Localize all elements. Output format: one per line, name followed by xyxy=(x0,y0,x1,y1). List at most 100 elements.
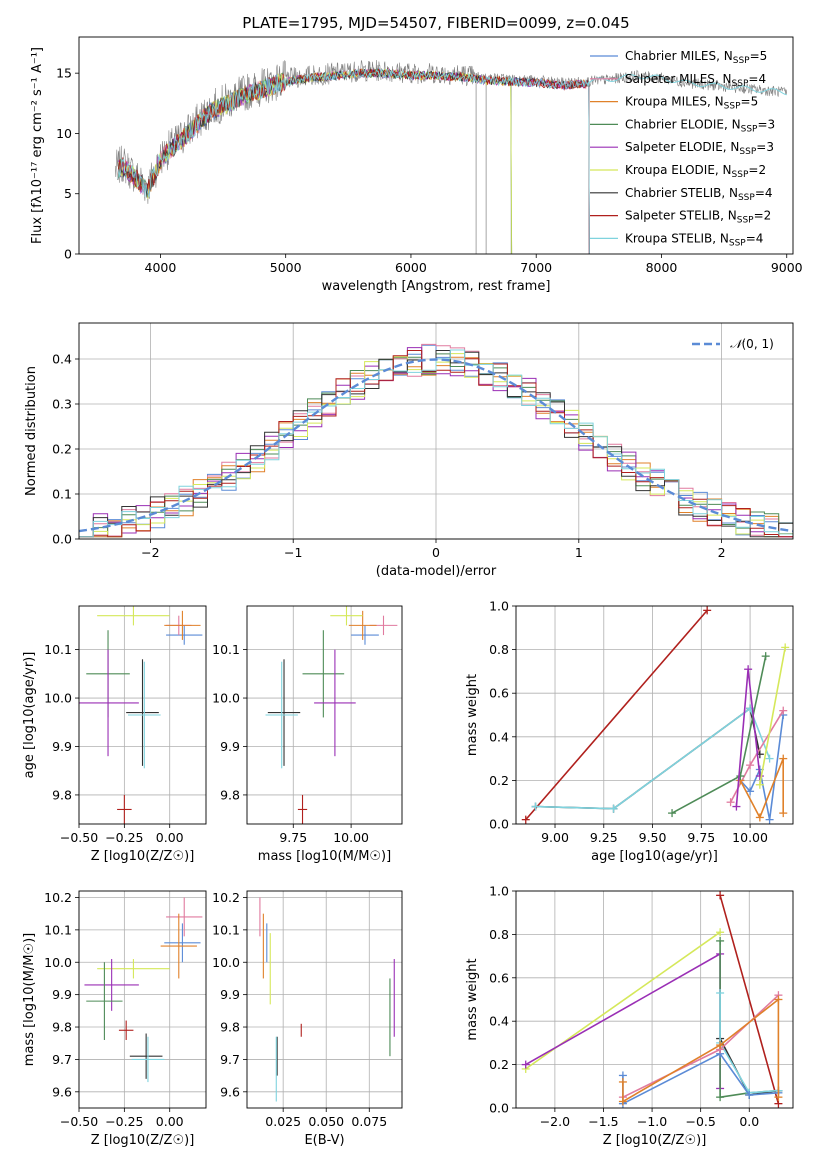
spectrum-frame xyxy=(78,36,794,255)
weight-marker-chabrier_elodie xyxy=(716,936,725,945)
weight-marker-kroupa_stelib xyxy=(765,754,774,763)
weight_vs_age-plot-area xyxy=(521,606,790,824)
weight-marker-kroupa_miles xyxy=(779,754,788,763)
weight-marker-kroupa_miles xyxy=(774,1093,783,1102)
weight_vs_age-axes: 9.00 9.25 9.50 9.75 10.00 0.0 0.2 0.4 0.6 0.8 1.0 a… xyxy=(465,599,794,864)
x-tick-label: 5000 xyxy=(270,260,302,275)
legend-value: =4 xyxy=(755,186,773,200)
y-tick-label: 0.2 xyxy=(52,442,72,457)
legend-text: Salpeter ELODIE, N xyxy=(625,140,739,154)
errorbar-chabrier_miles xyxy=(351,625,379,645)
residuals-plot-area xyxy=(79,343,793,538)
mass_vs_ebv-axes: 0.025 0.050 0.075 9.6 9.7 9.8 9.9 10.0 10.1 10.2 E… xyxy=(212,890,403,1148)
errorbar-salpeter_elodie xyxy=(84,959,139,1011)
y-tick-label: 0.8 xyxy=(489,927,509,942)
legend-subscript: SSP xyxy=(729,238,746,248)
errorbar-chabrier_miles xyxy=(164,923,201,963)
x-axis-label: age [log10(age/yr)] xyxy=(591,849,718,864)
y-axis-label: mass weight xyxy=(465,958,480,1040)
y-axis-label: mass [log10(M/M☉)] xyxy=(22,933,37,1066)
legend-label-kroupa_miles: Kroupa MILES, NSSP=5 xyxy=(625,95,758,112)
weight-marker-salpeter_miles xyxy=(779,706,788,715)
y-tick-label: 9.6 xyxy=(52,1084,72,1099)
legend-label-chabrier_stelib: Chabrier STELIB, NSSP=4 xyxy=(625,186,773,203)
weight_vs_Z-plot-area xyxy=(521,891,783,1108)
y-tick-label: 0.6 xyxy=(489,970,509,985)
mass_vs_ebv-grid xyxy=(247,891,402,1108)
x-tick-label: 4000 xyxy=(145,260,177,275)
observed-spectrum xyxy=(115,59,787,204)
y-axis-label: age [log10(age/yr)] xyxy=(22,652,37,779)
y-tick-label: 9.8 xyxy=(52,787,72,802)
x-tick-label: 8000 xyxy=(646,260,678,275)
legend-label-salpeter_elodie: Salpeter ELODIE, NSSP=3 xyxy=(625,140,774,157)
weight-marker-chabrier_elodie xyxy=(668,809,677,818)
x-axis-label: Z [log10(Z/Z☉)] xyxy=(91,1133,195,1148)
x-tick-label: 9.00 xyxy=(541,830,569,845)
spectrum-axes: 4000 5000 6000 7000 8000 9000 0 5 10 15 wavelength… xyxy=(30,36,803,294)
model-kroupa_stelib xyxy=(117,68,590,254)
y-tick-label: 10.2 xyxy=(44,890,72,905)
x-tick-label: −0.50 xyxy=(60,830,98,845)
errorbar-kroupa_stelib xyxy=(131,1036,165,1083)
legend-text: Chabrier STELIB, N xyxy=(625,186,738,200)
y-tick-label: 0.8 xyxy=(489,642,509,657)
errorbar-kroupa_stelib xyxy=(265,661,298,769)
weight-marker-salpeter_stelib xyxy=(716,891,725,900)
spectrum-plot-area xyxy=(115,59,787,254)
legend-subscript: SSP xyxy=(732,79,749,89)
y-axis-label: mass weight xyxy=(465,674,480,756)
errorbar-salpeter_miles xyxy=(166,897,203,937)
y-tick-label: 0.1 xyxy=(52,487,72,502)
y-tick-label: 9.8 xyxy=(220,1020,240,1035)
legend-label-chabrier_elodie: Chabrier ELODIE, NSSP=3 xyxy=(625,117,775,134)
x-axis-label: mass [log10(M/M☉)] xyxy=(258,849,391,864)
x-tick-label: −1.5 xyxy=(588,1114,618,1129)
legend-text: Kroupa ELODIE, N xyxy=(625,163,732,177)
x-tick-label: −2 xyxy=(141,545,159,560)
age_vs_mass-grid xyxy=(247,606,402,824)
weight-marker-salpeter_elodie xyxy=(732,802,741,811)
age_vs_mass-plot-area xyxy=(265,606,398,824)
legend-text: Kroupa MILES, N xyxy=(625,95,724,109)
errorbar-salpeter_elodie xyxy=(79,649,139,757)
legend-label-salpeter_stelib: Salpeter STELIB, NSSP=2 xyxy=(625,209,771,226)
y-tick-label: 9.8 xyxy=(52,1020,72,1035)
weight-marker-kroupa_elodie xyxy=(781,643,790,652)
chart-title: PLATE=1795, MJD=54507, FIBERID=0099, z=0… xyxy=(242,14,629,32)
x-tick-label: −0.50 xyxy=(60,1114,98,1129)
weight-line-kroupa_elodie xyxy=(759,647,786,785)
x-tick-label: 7000 xyxy=(520,260,552,275)
y-tick-label: 0.2 xyxy=(489,1057,509,1072)
x-tick-label: −0.25 xyxy=(105,830,143,845)
y-axis-label: Flux [fλ10⁻¹⁷ erg cm⁻² s⁻¹ A⁻¹] xyxy=(30,47,45,244)
legend-value: =2 xyxy=(754,209,772,223)
weight-line-kroupa_miles xyxy=(739,758,785,820)
x-tick-label: 0 xyxy=(432,545,440,560)
y-tick-label: 10.0 xyxy=(212,691,240,706)
x-axis-label: E(B-V) xyxy=(304,1133,344,1148)
weight-line-kroupa_stelib xyxy=(535,707,771,810)
weight-marker-salpeter_stelib xyxy=(703,606,712,615)
legend-symbol: 𝒩 xyxy=(730,337,745,351)
weight-marker-kroupa_miles xyxy=(716,1041,725,1050)
y-tick-label: 9.9 xyxy=(220,739,240,754)
legend-subscript: SSP xyxy=(738,193,755,203)
legend-value: =5 xyxy=(750,49,768,63)
weight-marker-kroupa_elodie xyxy=(716,928,725,937)
legend-label-normal: 𝒩(0, 1) xyxy=(730,337,774,351)
weight-marker-kroupa_miles xyxy=(779,809,788,818)
legend-label-salpeter_miles: Salpeter MILES, NSSP=4 xyxy=(625,72,766,89)
legend-text: Salpeter MILES, N xyxy=(625,72,732,86)
x-tick-label: 9.75 xyxy=(687,830,715,845)
x-axis-label: (data-model)/error xyxy=(376,564,497,579)
y-tick-label: 10.1 xyxy=(44,922,72,937)
age_vs_Z-plot-area xyxy=(79,606,203,824)
legend-subscript: SSP xyxy=(741,124,758,134)
age_vs_Z-frame xyxy=(78,605,207,825)
weight-marker-chabrier_elodie xyxy=(716,1093,725,1102)
errorbar-kroupa_stelib xyxy=(127,661,161,769)
x-tick-label: 9.25 xyxy=(590,830,618,845)
x-tick-label: 1 xyxy=(575,545,583,560)
weight-line-salpeter_stelib xyxy=(525,609,708,821)
